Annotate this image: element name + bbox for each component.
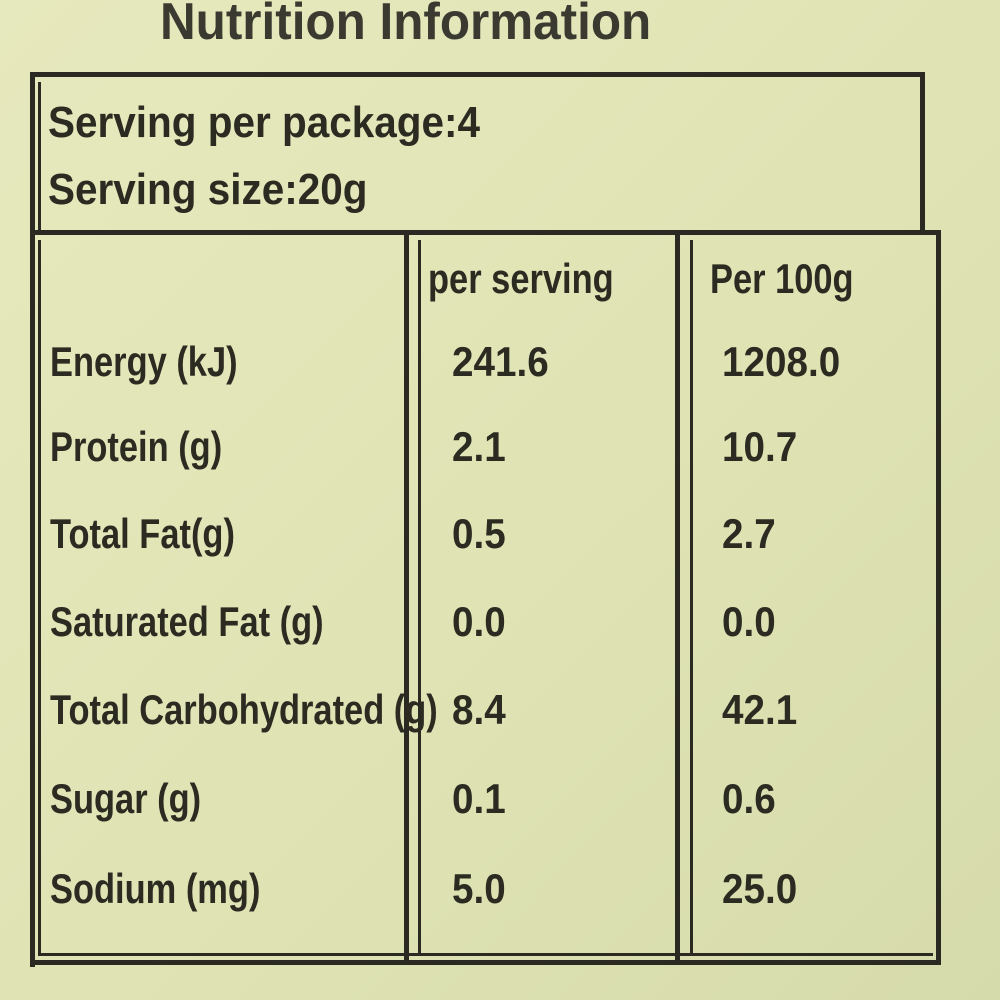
cell-value: 0.0 xyxy=(722,598,776,645)
cell-value: 25.0 xyxy=(722,865,798,912)
cell-value: 10.7 xyxy=(722,423,798,470)
border xyxy=(404,235,409,960)
border xyxy=(30,960,941,965)
border xyxy=(675,235,680,960)
border xyxy=(936,230,941,965)
serving-size: Serving size:20g xyxy=(48,165,368,214)
border xyxy=(30,72,35,967)
border xyxy=(38,82,41,232)
border xyxy=(690,240,693,955)
border xyxy=(920,72,925,232)
column-header: per serving xyxy=(428,255,614,302)
cell-value: 2.7 xyxy=(722,510,776,557)
border xyxy=(30,72,925,77)
row-label: Protein (g) xyxy=(50,423,223,470)
column-header: Per 100g xyxy=(710,255,854,302)
cell-value: 0.0 xyxy=(452,598,506,645)
cell-value: 241.6 xyxy=(452,338,549,385)
cell-value: 0.1 xyxy=(452,775,506,822)
row-label: Energy (kJ) xyxy=(50,338,238,385)
row-label: Total Fat(g) xyxy=(50,510,235,557)
cell-value: 42.1 xyxy=(722,686,798,733)
border xyxy=(30,230,940,235)
row-label: Sodium (mg) xyxy=(50,865,261,912)
cell-value: 8.4 xyxy=(452,686,506,733)
title: Nutrition Information xyxy=(160,0,652,51)
cell-value: 0.6 xyxy=(722,775,776,822)
cell-value: 2.1 xyxy=(452,423,506,470)
row-label: Sugar (g) xyxy=(50,775,202,822)
serving-per-package: Serving per package:4 xyxy=(48,98,480,147)
border xyxy=(38,953,933,956)
cell-value: 0.5 xyxy=(452,510,506,557)
row-label: Saturated Fat (g) xyxy=(50,598,324,645)
border xyxy=(418,240,421,955)
cell-value: 1208.0 xyxy=(722,338,841,385)
row-label: Total Carbohydrated (g) xyxy=(50,686,438,733)
border xyxy=(38,240,41,955)
cell-value: 5.0 xyxy=(452,865,506,912)
